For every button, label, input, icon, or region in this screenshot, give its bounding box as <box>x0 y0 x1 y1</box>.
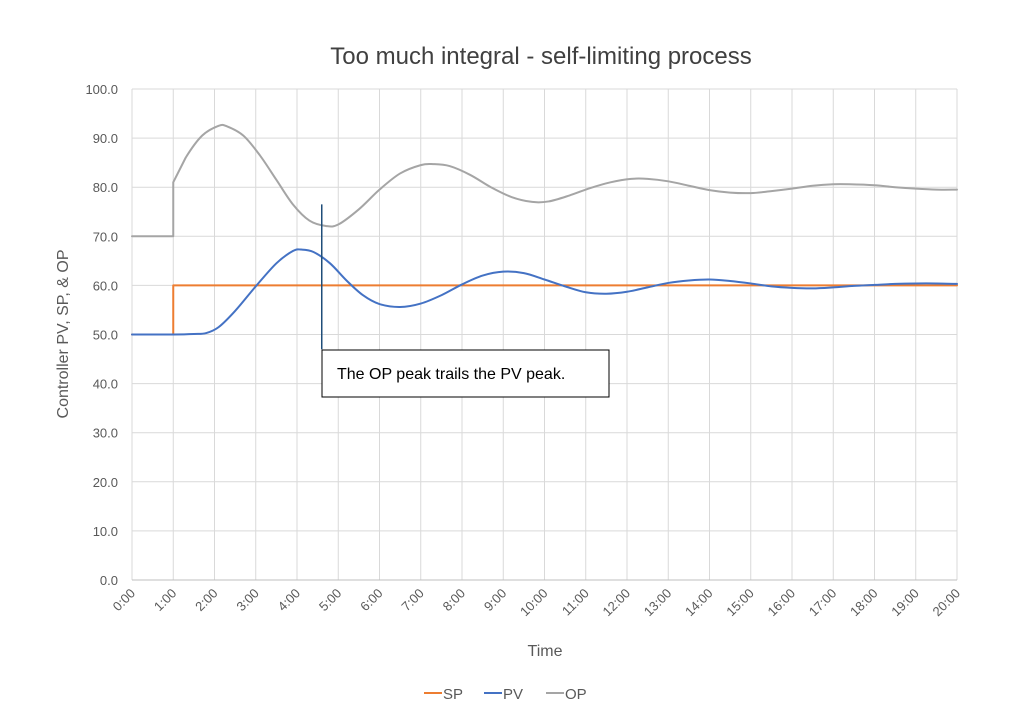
y-tick-label: 70.0 <box>93 229 118 244</box>
y-tick-label: 50.0 <box>93 328 118 343</box>
series-line-op <box>131 123 958 238</box>
gridlines <box>131 88 958 581</box>
y-tick-label: 60.0 <box>93 278 118 293</box>
y-tick-label: 30.0 <box>93 426 118 441</box>
x-axis-title: Time <box>528 643 563 660</box>
annotation: The OP peak trails the PV peak. <box>321 204 610 398</box>
y-axis-title: Controller PV, SP, & OP <box>55 250 72 419</box>
y-tick-label: 100.0 <box>85 82 118 97</box>
chart-title: Too much integral - self-limiting proces… <box>330 43 752 70</box>
y-tick-label: 20.0 <box>93 475 118 490</box>
y-tick-label: 80.0 <box>93 180 118 195</box>
legend-label-pv: PV <box>503 686 523 703</box>
y-tick-label: 40.0 <box>93 377 118 392</box>
y-tick-label: 0.0 <box>100 573 118 588</box>
y-tick-label: 90.0 <box>93 131 118 146</box>
annotation-box <box>321 349 610 398</box>
series-line-pv <box>131 248 958 336</box>
y-tick-label: 10.0 <box>93 524 118 539</box>
legend-label-sp: SP <box>443 686 463 703</box>
legend-label-op: OP <box>565 686 587 703</box>
legend: SP PV OP <box>424 686 587 703</box>
annotation-text: The OP peak trails the PV peak. <box>337 366 565 383</box>
series-lines <box>131 123 958 336</box>
